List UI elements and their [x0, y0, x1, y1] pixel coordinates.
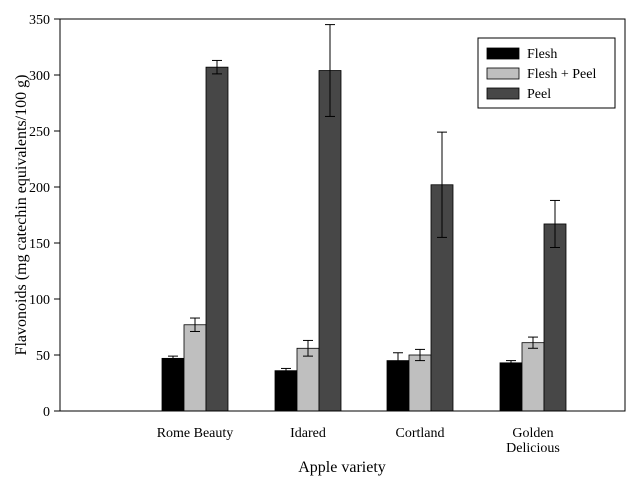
x-axis-title: Apple variety	[298, 459, 386, 476]
bar	[543, 223, 567, 412]
y-ticks: 0 50 100 150 200 250 300 350	[29, 13, 60, 420]
bar	[161, 357, 185, 412]
y-tick-label: 350	[29, 13, 50, 28]
plot-frame	[59, 18, 626, 412]
y-tick-label: 100	[29, 293, 50, 308]
y-tick-label: 200	[29, 181, 50, 196]
legend-swatch	[486, 87, 520, 100]
y-tick-label: 0	[43, 405, 50, 420]
x-tick-label: Delicious	[506, 441, 560, 456]
bars	[161, 66, 567, 412]
y-tick-label: 250	[29, 125, 50, 140]
legend: Flesh Flesh + Peel Peel	[477, 37, 616, 109]
legend-label: Flesh	[527, 47, 557, 62]
legend-swatch	[486, 67, 520, 80]
bar	[499, 362, 523, 412]
bar	[408, 354, 432, 412]
y-tick-label: 150	[29, 237, 50, 252]
legend-label: Flesh + Peel	[527, 67, 596, 82]
y-axis-title: Flavonoids (mg catechin equivalents/100 …	[13, 75, 30, 356]
bar	[274, 370, 298, 412]
x-tick-label: Idared	[290, 426, 326, 441]
x-tick-label: Golden	[512, 426, 553, 441]
legend-label: Peel	[527, 87, 551, 102]
bar	[296, 347, 320, 412]
bar	[183, 324, 207, 412]
bar	[521, 342, 545, 412]
y-tick-label: 50	[36, 349, 50, 364]
bar	[205, 66, 229, 412]
error-bars	[168, 24, 560, 374]
bar	[318, 70, 342, 412]
x-tick-label: Cortland	[396, 426, 445, 441]
legend-swatch	[486, 47, 520, 60]
y-tick-label: 300	[29, 69, 50, 84]
x-tick-label: Rome Beauty	[157, 426, 234, 441]
